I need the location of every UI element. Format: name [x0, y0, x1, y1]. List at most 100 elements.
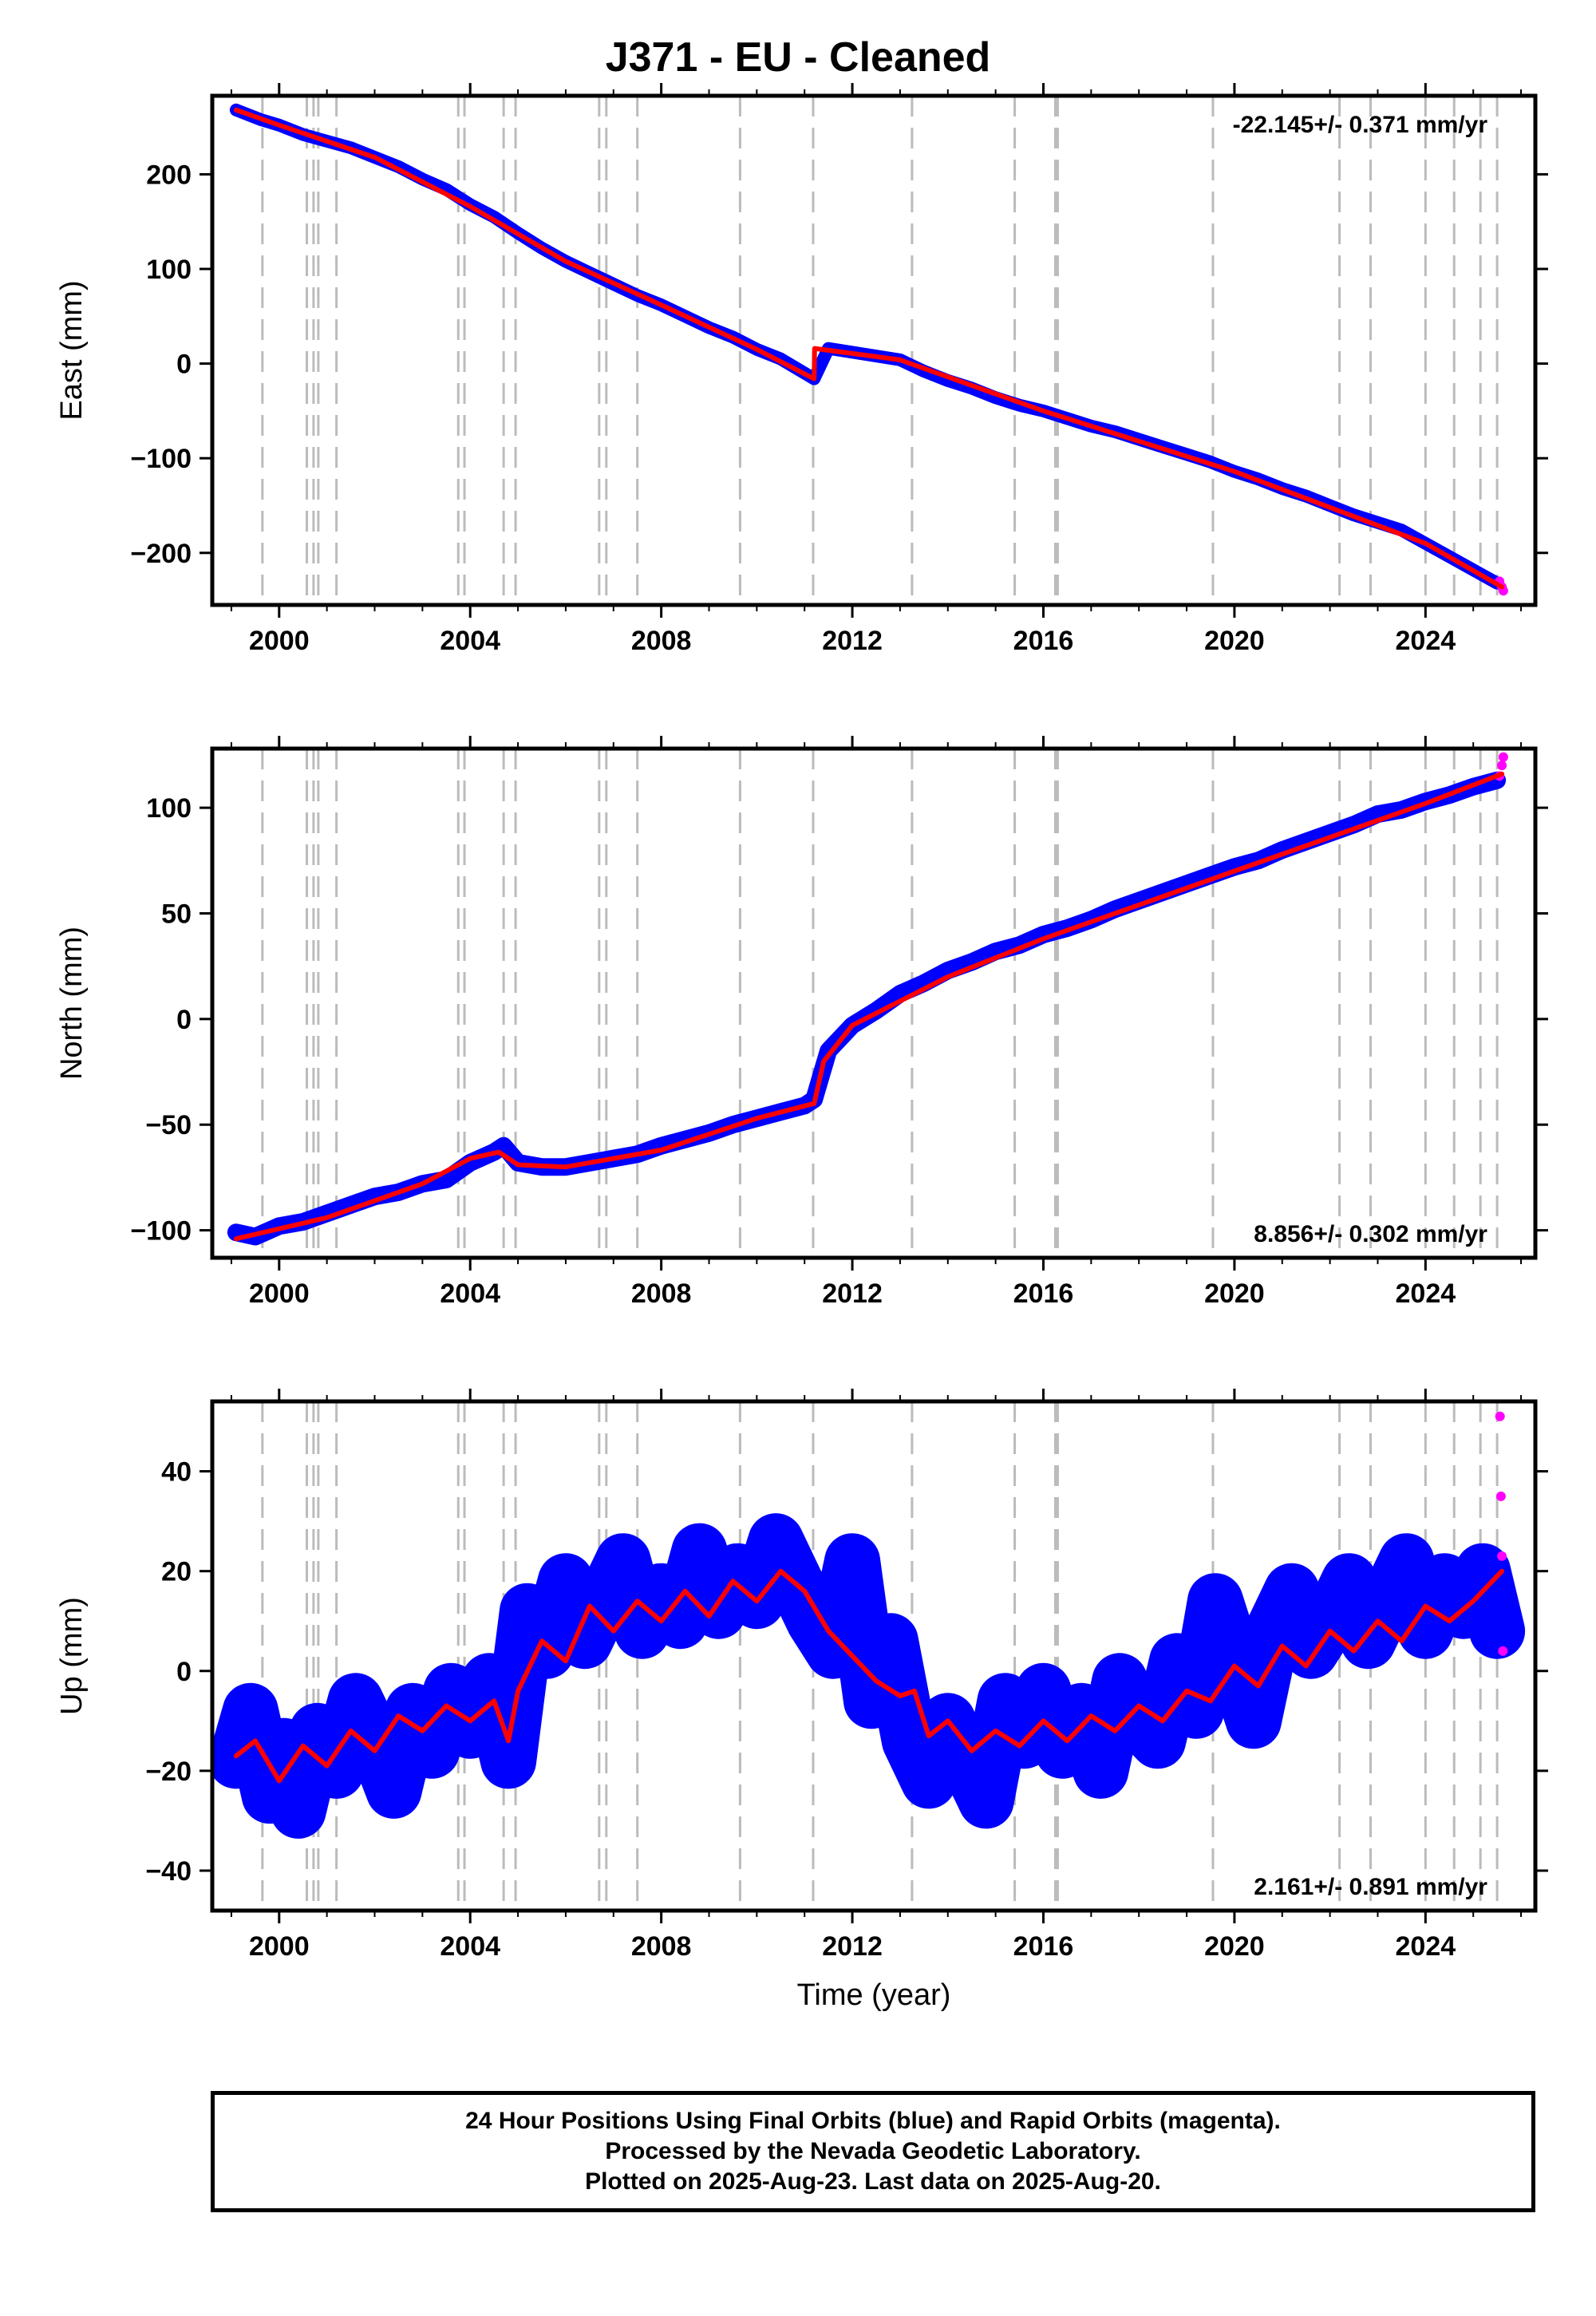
east-model-line: [233, 107, 1505, 590]
east-rate-label: -22.145+/- 0.371 mm/yr: [1233, 112, 1488, 138]
east-plot-area: [229, 96, 1508, 605]
north-rapid-orbits-point: [1497, 761, 1507, 771]
up-rate-label: 2.161+/- 0.891 mm/yr: [1254, 1874, 1487, 1900]
up-plot-area: [212, 1401, 1526, 1911]
up-final-orbits-point: [694, 1546, 705, 1556]
up-final-orbits-point: [1115, 1676, 1125, 1686]
up-final-orbits-point: [1057, 1745, 1068, 1756]
up-final-orbits-point: [809, 1616, 820, 1626]
x-tick-label: 2016: [1013, 626, 1074, 656]
up-final-orbits-point: [1267, 1626, 1278, 1636]
north-frame: [210, 746, 1538, 1260]
y-tick-label: 0: [176, 350, 192, 380]
up-final-orbits-point: [733, 1566, 743, 1576]
up-final-orbits-point: [1038, 1686, 1049, 1696]
up-final-orbits-point: [312, 1725, 322, 1736]
up-model-line: [233, 1568, 1505, 1784]
up-final-orbits-point: [885, 1636, 895, 1646]
up-final-orbits-point: [504, 1756, 514, 1766]
up-y-axis-label: Up (mm): [55, 1597, 89, 1715]
up-final-orbits-point: [245, 1705, 255, 1716]
up-final-orbits-point: [446, 1686, 456, 1696]
north-final-orbits-point: [441, 1175, 452, 1185]
x-tick-label: 2008: [631, 1931, 692, 1962]
north-panel: 2000 2004 2008 2012 2016 2020 2024 −100 −50 0 50 10…: [55, 736, 1548, 1309]
up-final-orbits-point: [1325, 1616, 1335, 1626]
y-tick-label: 200: [146, 160, 192, 190]
x-tick-label: 2020: [1204, 1279, 1265, 1309]
x-axis-label: Time (year): [797, 1978, 951, 2012]
up-final-orbits-point: [1478, 1566, 1488, 1576]
north-rapid-orbits-point: [1498, 752, 1508, 762]
y-tick-label: 20: [161, 1557, 192, 1587]
y-tick-label: 0: [176, 1657, 192, 1687]
x-tick-label: 2000: [249, 1279, 310, 1309]
footer-note-box: 24 Hour Positions Using Final Orbits (bl…: [211, 2091, 1535, 2212]
up-final-orbits-point: [1077, 1705, 1087, 1716]
x-tick-label: 2012: [822, 1279, 883, 1309]
up-final-orbits-point: [427, 1745, 437, 1756]
up-final-orbits-point: [1134, 1716, 1144, 1726]
y-tick-label: 100: [146, 793, 192, 824]
footer-line-processed-by: Processed by the Nevada Geodetic Laborat…: [605, 2138, 1141, 2164]
up-final-orbits-point: [828, 1646, 839, 1656]
north-final-orbits-point: [990, 947, 1001, 957]
up-rapid-orbits-point: [1495, 1491, 1506, 1501]
east-frame: [210, 93, 1538, 607]
up-final-orbits-point: [637, 1626, 647, 1636]
east-panel: 2000 2004 2008 2012 2016 2020 2024 −200 −100 0 100…: [55, 83, 1548, 656]
up-final-orbits-point: [675, 1616, 685, 1626]
east-y-axis-label: East (mm): [55, 280, 89, 420]
x-tick-label: 2012: [822, 1931, 883, 1962]
up-final-orbits-point: [231, 1756, 241, 1766]
up-final-orbits-point: [389, 1785, 399, 1796]
up-final-orbits-point: [923, 1776, 934, 1786]
up-final-orbits-point: [350, 1696, 361, 1706]
up-final-orbits-point: [1210, 1596, 1220, 1607]
x-tick-label: 2020: [1204, 1931, 1265, 1962]
north-model-line: [233, 771, 1505, 1242]
up-rapid-orbits-point: [1497, 1551, 1507, 1561]
up-final-orbits-point: [598, 1596, 609, 1607]
up-final-orbits-point: [279, 1741, 289, 1751]
up-final-orbits-point: [771, 1536, 781, 1547]
up-frame: [210, 1399, 1538, 1913]
up-panel: 2000 2004 2008 2012 2016 2020 2024 −40 −20 0 20 40 U…: [55, 1389, 1548, 2012]
x-tick-label: 2008: [631, 626, 692, 656]
footer-line-plot-date: Plotted on 2025-Aug-23. Last data on 202…: [585, 2168, 1161, 2195]
north-final-orbits-point: [942, 965, 953, 975]
y-tick-label: −100: [130, 444, 192, 474]
y-tick-label: −20: [145, 1757, 192, 1787]
up-final-orbits-point: [1191, 1705, 1202, 1716]
x-tick-label: 2020: [1204, 626, 1265, 656]
up-final-orbits-point: [1229, 1656, 1239, 1666]
up-final-orbits-point: [465, 1725, 476, 1736]
y-tick-label: 0: [176, 1005, 192, 1035]
up-final-orbits-point: [1153, 1736, 1163, 1746]
north-final-orbits-point: [499, 1140, 509, 1151]
north-final-orbits-point: [1373, 809, 1383, 820]
x-tick-label: 2000: [249, 626, 310, 656]
up-final-orbits-point: [1248, 1716, 1258, 1726]
x-tick-label: 2004: [440, 1931, 500, 1962]
footer-line-orbits: 24 Hour Positions Using Final Orbits (bl…: [465, 2108, 1281, 2134]
x-tick-label: 2000: [249, 1931, 310, 1962]
up-final-orbits-point: [1172, 1656, 1183, 1666]
up-final-orbits-point: [981, 1796, 991, 1806]
up-final-orbits-point: [847, 1556, 858, 1567]
up-final-orbits-point: [560, 1576, 571, 1587]
up-final-orbits-point: [1382, 1596, 1393, 1607]
up-final-orbits-point: [331, 1765, 342, 1776]
x-tick-label: 2024: [1396, 626, 1456, 656]
y-tick-label: −200: [130, 539, 192, 569]
up-final-orbits-point: [1344, 1576, 1354, 1587]
north-final-orbits-point: [231, 1227, 241, 1238]
up-final-orbits-band: [212, 1513, 1526, 1839]
up-final-orbits-point: [1096, 1765, 1106, 1776]
north-y-axis-label: North (mm): [55, 927, 89, 1080]
up-rapid-orbits-point: [1498, 1646, 1508, 1656]
up-final-orbits-point: [264, 1791, 275, 1801]
x-tick-label: 2012: [822, 626, 883, 656]
up-final-orbits-point: [1286, 1586, 1297, 1596]
up-final-orbits-point: [293, 1805, 303, 1816]
